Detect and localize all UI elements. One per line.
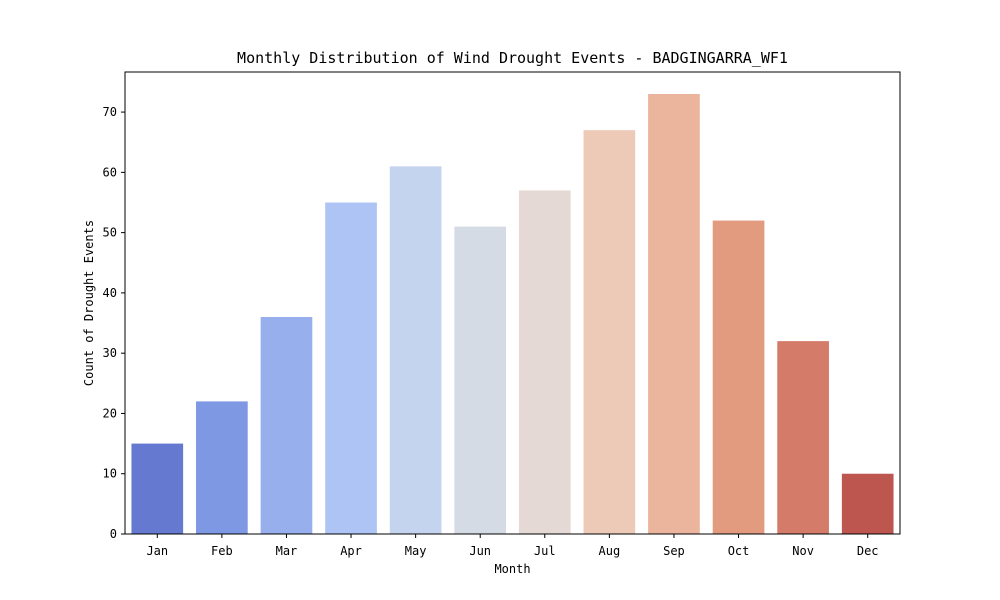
y-axis: 0 10 20 30 40 50 60 70 (103, 105, 125, 541)
plot-frame (124, 71, 901, 535)
x-axis-label: Month (494, 562, 530, 576)
y-axis-label: Count of Drought Events (82, 220, 96, 386)
x-tick-label-nov: Nov (792, 544, 814, 558)
bar-jun (454, 226, 507, 534)
x-tick-label-feb: Feb (211, 544, 233, 558)
x-tick-label-jul: Jul (534, 544, 556, 558)
x-tick-label-dec: Dec (857, 544, 879, 558)
bar-jul (518, 190, 571, 534)
x-tick-label-jan: Jan (146, 544, 168, 558)
y-tick-label-0: 0 (110, 527, 117, 541)
bar-apr (325, 202, 377, 535)
bar-sep (648, 94, 700, 534)
x-tick-label-aug: Aug (599, 544, 621, 558)
y-tick-label-70: 70 (103, 105, 117, 119)
y-tick-label-40: 40 (103, 286, 117, 300)
y-tick-label-50: 50 (103, 226, 117, 240)
y-tick-label-60: 60 (103, 165, 117, 179)
y-tick-label-20: 20 (103, 406, 117, 420)
bar-nov (777, 341, 829, 534)
bar-may (389, 166, 442, 534)
x-tick-label-apr: Apr (340, 544, 362, 558)
bar-jan (131, 443, 184, 534)
bar-oct (712, 220, 765, 534)
x-tick-label-oct: Oct (728, 544, 750, 558)
y-tick-label-10: 10 (103, 467, 117, 481)
bars (131, 94, 894, 535)
y-tick-label-30: 30 (103, 346, 117, 360)
bar-dec (841, 473, 894, 534)
x-tick-label-may: May (405, 544, 427, 558)
bar-mar (260, 317, 313, 534)
bar-feb (196, 401, 248, 534)
x-tick-label-mar: Mar (276, 544, 298, 558)
chart-title: Monthly Distribution of Wind Drought Eve… (237, 49, 788, 67)
bar-aug (583, 130, 636, 534)
x-tick-label-jun: Jun (469, 544, 491, 558)
x-axis: Jan Feb Mar Apr May Jun Jul Aug Sep Oct Nov Dec (146, 534, 879, 558)
x-tick-label-sep: Sep (663, 544, 685, 558)
